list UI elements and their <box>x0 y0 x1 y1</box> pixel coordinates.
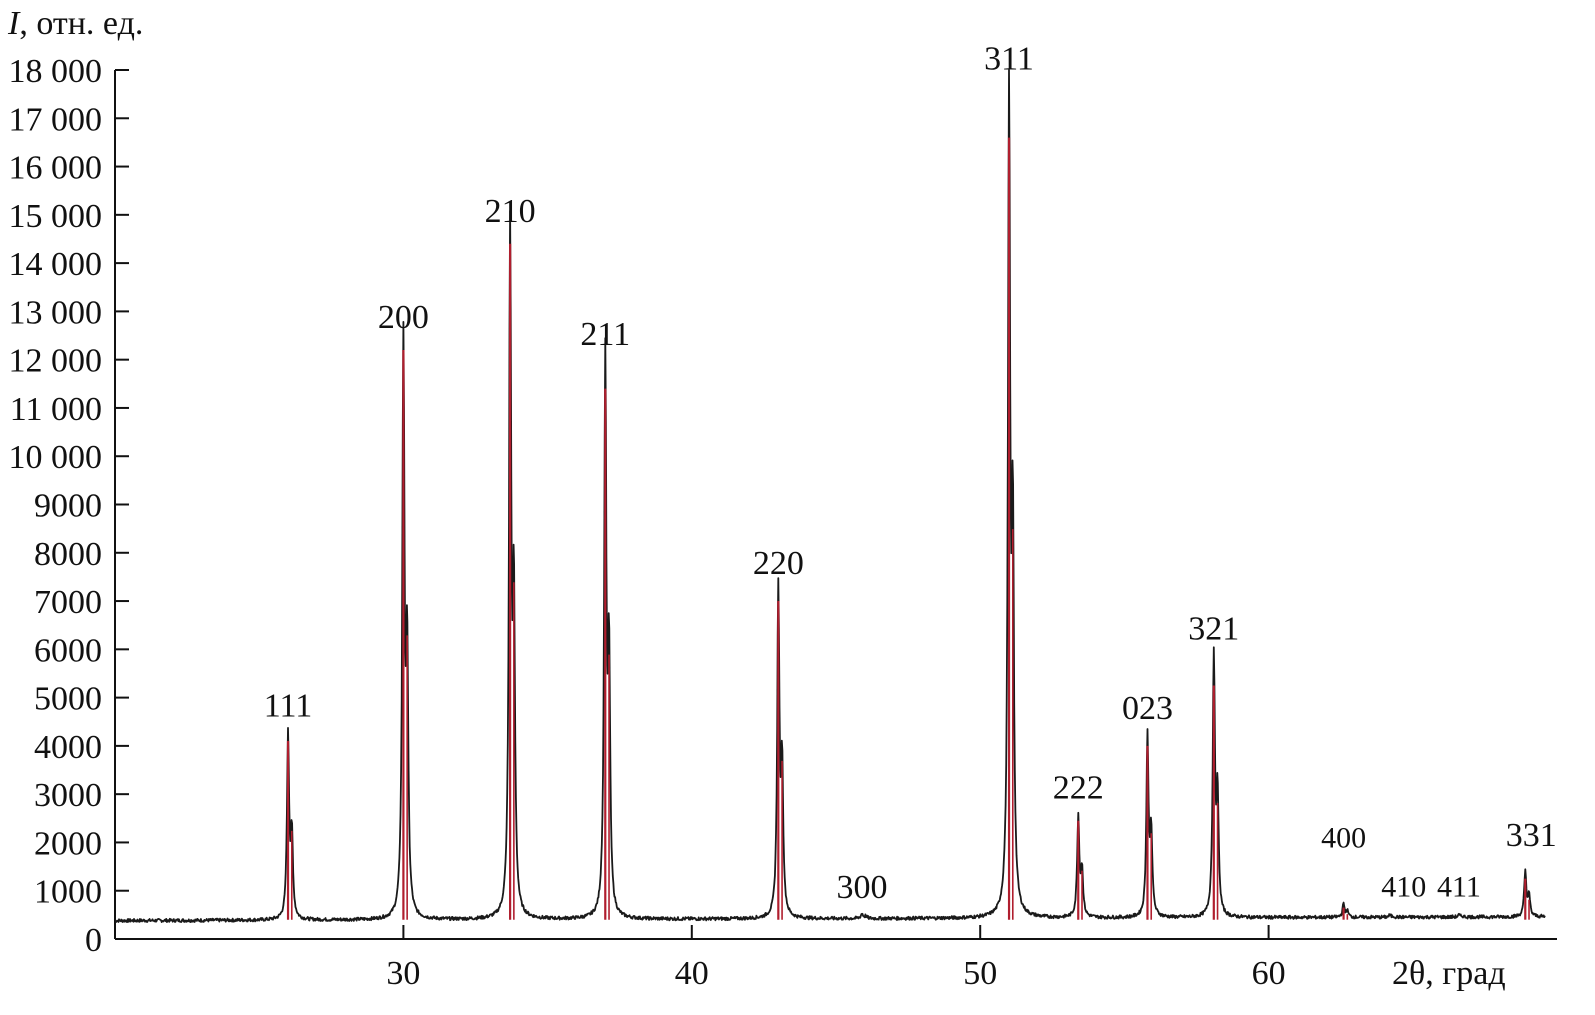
traces <box>114 69 1546 923</box>
y-tick-label: 16 000 <box>9 150 103 187</box>
x-tick-label: 50 <box>963 955 997 992</box>
y-tick-label: 2000 <box>34 825 102 862</box>
x-tick-label: 40 <box>675 955 709 992</box>
y-tick-label: 9000 <box>34 488 102 525</box>
y-tick-label: 3000 <box>34 777 102 814</box>
peak-label-220: 220 <box>753 545 804 582</box>
x-tick-label: 30 <box>386 955 420 992</box>
peak-label-321: 321 <box>1188 610 1239 647</box>
y-tick-label: 8000 <box>34 536 102 573</box>
experimental-curve <box>114 69 1546 923</box>
y-tick-label: 13 000 <box>9 294 103 331</box>
y-tick-label: 6000 <box>34 632 102 669</box>
peak-label-300: 300 <box>836 869 887 906</box>
peak-label-411: 411 <box>1437 871 1481 904</box>
y-ticks: 0 1000 2000 3000 4000 5000 6000 7000 8000 9000 10 … <box>9 53 129 959</box>
peak-label-400: 400 <box>1321 822 1366 855</box>
peak-label-111: 111 <box>264 688 312 725</box>
y-tick-label: 17 000 <box>9 101 103 138</box>
peak-label-311: 311 <box>984 41 1034 78</box>
x-axis-title: 2θ, град <box>1392 955 1506 992</box>
y-axis-title-italic: I <box>7 5 21 42</box>
y-tick-label: 12 000 <box>9 343 103 380</box>
y-tick-label: 0 <box>85 922 102 959</box>
peak-label-210: 210 <box>485 193 536 230</box>
y-tick-label: 18 000 <box>9 53 103 90</box>
y-axis-title-rest: , отн. ед. <box>19 5 143 42</box>
peak-label-200: 200 <box>378 299 429 336</box>
peak-label-023: 023 <box>1122 690 1173 727</box>
y-tick-label: 7000 <box>34 584 102 621</box>
peak-label-410: 410 <box>1381 871 1426 904</box>
peak-labels: 111 200 210 211 220 300 311 222 023 321 400 410 411 3… <box>264 41 1557 906</box>
y-tick-label: 15 000 <box>9 198 103 235</box>
axes <box>114 70 1557 940</box>
y-tick-label: 11 000 <box>10 391 102 428</box>
y-tick-label: 4000 <box>34 729 102 766</box>
y-tick-label: 5000 <box>34 681 102 718</box>
y-tick-label: 14 000 <box>9 246 103 283</box>
peak-label-331: 331 <box>1506 817 1557 854</box>
y-tick-label: 10 000 <box>9 439 103 476</box>
y-axis-title: I, отн. ед. <box>7 5 143 42</box>
peak-label-211: 211 <box>580 316 630 353</box>
peak-label-222: 222 <box>1053 770 1104 807</box>
y-tick-label: 1000 <box>34 874 102 911</box>
x-tick-label: 60 <box>1252 955 1286 992</box>
x-ticks: 30 40 50 60 <box>386 925 1286 992</box>
